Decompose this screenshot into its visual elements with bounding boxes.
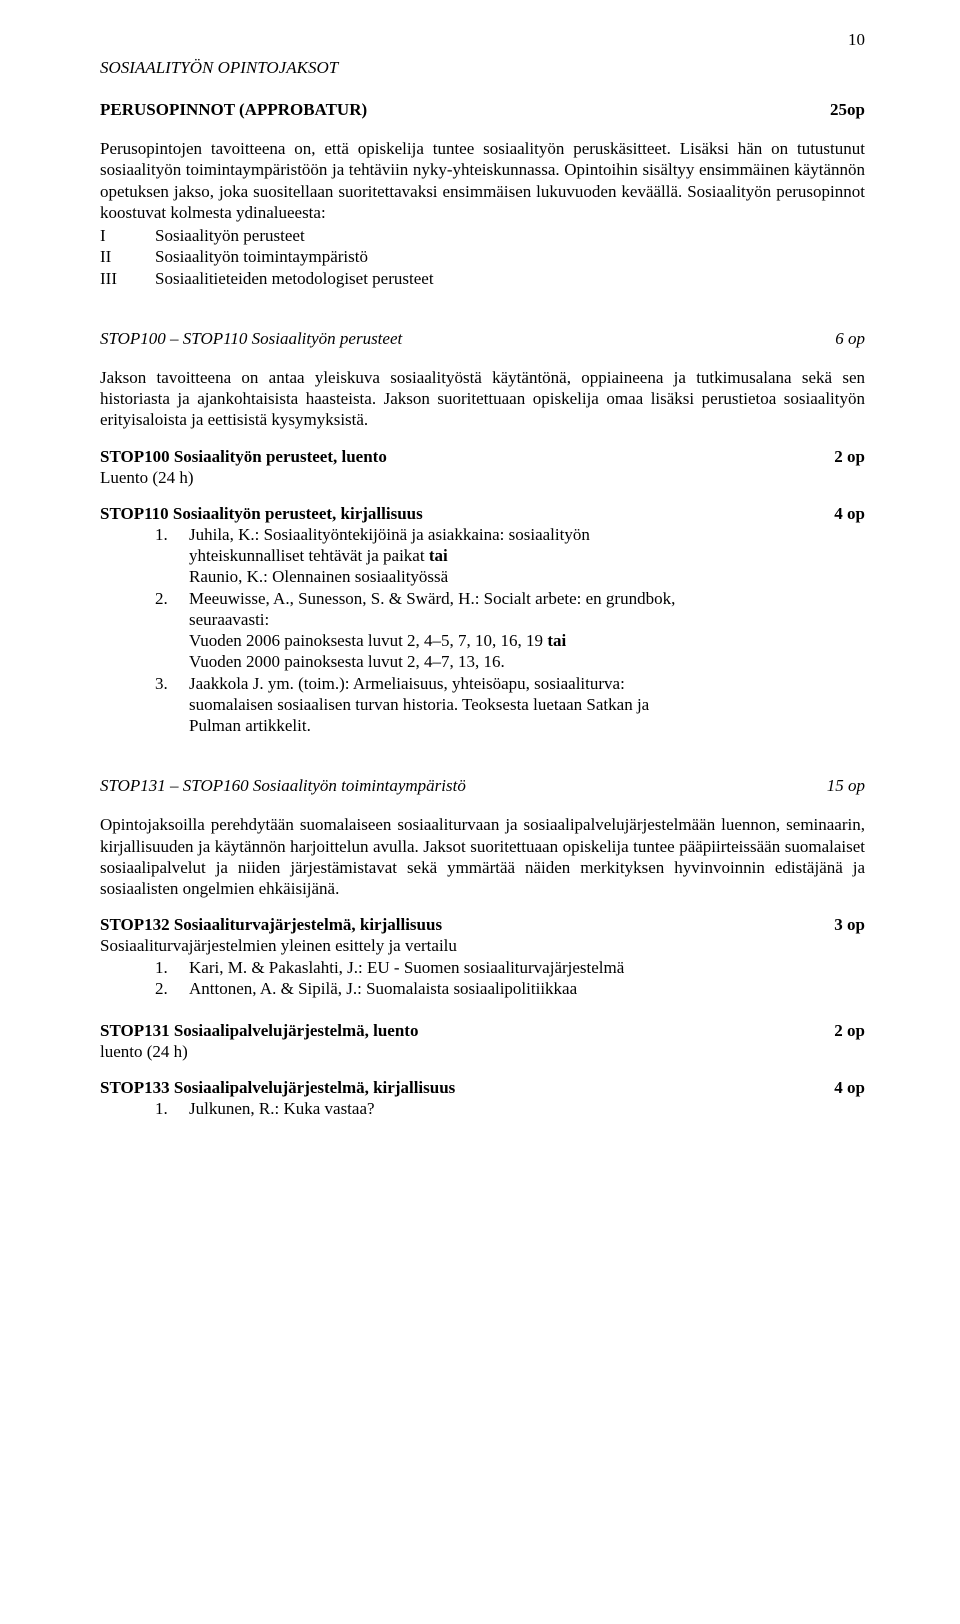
list-text: Jaakkola J. ym. (toim.): Armeliaisuus, y…: [189, 673, 865, 694]
list-marker: 2.: [155, 588, 189, 609]
stop131-credits: 2 op: [834, 1021, 865, 1041]
stop133-row: STOP133 Sosiaalipalvelujärjestelmä, kirj…: [100, 1078, 865, 1098]
list-item: 2. Meeuwisse, A., Sunesson, S. & Swärd, …: [155, 588, 865, 609]
stop100-credits: 2 op: [834, 447, 865, 467]
stop131-title: STOP131 Sosiaalipalvelujärjestelmä, luen…: [100, 1021, 418, 1041]
stop132-row: STOP132 Sosiaaliturvajärjestelmä, kirjal…: [100, 915, 865, 935]
subtitle-right: 25op: [830, 100, 865, 120]
roman-num: III: [100, 268, 155, 289]
stop110-title: STOP110 Sosiaalityön perusteet, kirjalli…: [100, 504, 423, 524]
roman-num: II: [100, 246, 155, 267]
intro-list-item: III Sosiaalitieteiden metodologiset peru…: [100, 268, 865, 289]
list-item: 1. Juhila, K.: Sosiaalityöntekijöinä ja …: [155, 524, 865, 545]
section2-title: STOP131 – STOP160 Sosiaalityön toimintay…: [100, 776, 466, 796]
section2-para: Opintojaksoilla perehdytään suomalaiseen…: [100, 814, 865, 899]
list-item: 2. Anttonen, A. & Sipilä, J.: Suomalaist…: [155, 978, 865, 999]
list-item: 3. Jaakkola J. ym. (toim.): Armeliaisuus…: [155, 673, 865, 694]
list-item: 1. Julkunen, R.: Kuka vastaa?: [155, 1098, 865, 1119]
list-text: Meeuwisse, A., Sunesson, S. & Swärd, H.:…: [189, 588, 865, 609]
section1-title: STOP100 – STOP110 Sosiaalityön perusteet: [100, 329, 402, 349]
list-cont: suomalaisen sosiaalisen turvan historia.…: [189, 694, 865, 715]
list-text: yhteiskunnalliset tehtävät ja paikat: [189, 546, 429, 565]
intro-list: I Sosiaalityön perusteet II Sosiaalityön…: [100, 225, 865, 289]
intro-list-item: II Sosiaalityön toimintaympäristö: [100, 246, 865, 267]
list-marker: 1.: [155, 1098, 189, 1119]
stop110-credits: 4 op: [834, 504, 865, 524]
list-item: 1. Kari, M. & Pakaslahti, J.: EU - Suome…: [155, 957, 865, 978]
page: 10 SOSIAALITYÖN OPINTOJAKSOT PERUSOPINNO…: [0, 0, 960, 1624]
list-text: Vuoden 2006 painoksesta luvut 2, 4–5, 7,…: [189, 631, 547, 650]
intro-list-item: I Sosiaalityön perusteet: [100, 225, 865, 246]
subtitle-left: PERUSOPINNOT (APPROBATUR): [100, 100, 367, 120]
intro-para: Perusopintojen tavoitteena on, että opis…: [100, 138, 865, 223]
list-text: Kari, M. & Pakaslahti, J.: EU - Suomen s…: [189, 957, 865, 978]
stop132-sub: Sosiaaliturvajärjestelmien yleinen esitt…: [100, 935, 865, 956]
list-cont: Pulman artikkelit.: [189, 715, 865, 736]
roman-text: Sosiaalityön perusteet: [155, 225, 305, 246]
list-cont: Vuoden 2006 painoksesta luvut 2, 4–5, 7,…: [189, 630, 865, 651]
stop131-row: STOP131 Sosiaalipalvelujärjestelmä, luen…: [100, 1021, 865, 1041]
stop110-row: STOP110 Sosiaalityön perusteet, kirjalli…: [100, 504, 865, 524]
roman-num: I: [100, 225, 155, 246]
list-cont: seuraavasti:: [189, 609, 865, 630]
section2-title-row: STOP131 – STOP160 Sosiaalityön toimintay…: [100, 776, 865, 796]
section1-para: Jakson tavoitteena on antaa yleiskuva so…: [100, 367, 865, 431]
stop131-sub: luento (24 h): [100, 1041, 865, 1062]
list-text: Julkunen, R.: Kuka vastaa?: [189, 1098, 865, 1119]
list-marker: 1.: [155, 957, 189, 978]
stop133-title: STOP133 Sosiaalipalvelujärjestelmä, kirj…: [100, 1078, 455, 1098]
list-text: Juhila, K.: Sosiaalityöntekijöinä ja asi…: [189, 524, 865, 545]
page-number: 10: [848, 30, 865, 50]
stop100-row: STOP100 Sosiaalityön perusteet, luento 2…: [100, 447, 865, 467]
stop132-title: STOP132 Sosiaaliturvajärjestelmä, kirjal…: [100, 915, 442, 935]
section1-title-row: STOP100 – STOP110 Sosiaalityön perusteet…: [100, 329, 865, 349]
roman-text: Sosiaalitieteiden metodologiset perustee…: [155, 268, 434, 289]
stop133-list: 1. Julkunen, R.: Kuka vastaa?: [100, 1098, 865, 1119]
stop133-credits: 4 op: [834, 1078, 865, 1098]
subtitle-row: PERUSOPINNOT (APPROBATUR) 25op: [100, 100, 865, 120]
list-cont: Vuoden 2000 painoksesta luvut 2, 4–7, 13…: [189, 651, 865, 672]
list-marker: 2.: [155, 978, 189, 999]
list-cont: yhteiskunnalliset tehtävät ja paikat tai: [189, 545, 865, 566]
intro-block: Perusopintojen tavoitteena on, että opis…: [100, 138, 865, 289]
section1-credits: 6 op: [835, 329, 865, 349]
list-cont: Raunio, K.: Olennainen sosiaalityössä: [189, 566, 865, 587]
bold-text: tai: [547, 631, 566, 650]
stop110-list: 1. Juhila, K.: Sosiaalityöntekijöinä ja …: [100, 524, 865, 737]
stop132-credits: 3 op: [834, 915, 865, 935]
section2-credits: 15 op: [827, 776, 865, 796]
list-text: Anttonen, A. & Sipilä, J.: Suomalaista s…: [189, 978, 865, 999]
stop132-list: 1. Kari, M. & Pakaslahti, J.: EU - Suome…: [100, 957, 865, 1000]
doc-title: SOSIAALITYÖN OPINTOJAKSOT: [100, 58, 865, 78]
list-marker: 3.: [155, 673, 189, 694]
list-marker: 1.: [155, 524, 189, 545]
bold-text: tai: [429, 546, 448, 565]
stop100-title: STOP100 Sosiaalityön perusteet, luento: [100, 447, 387, 467]
roman-text: Sosiaalityön toimintaympäristö: [155, 246, 368, 267]
stop100-sub: Luento (24 h): [100, 467, 865, 488]
